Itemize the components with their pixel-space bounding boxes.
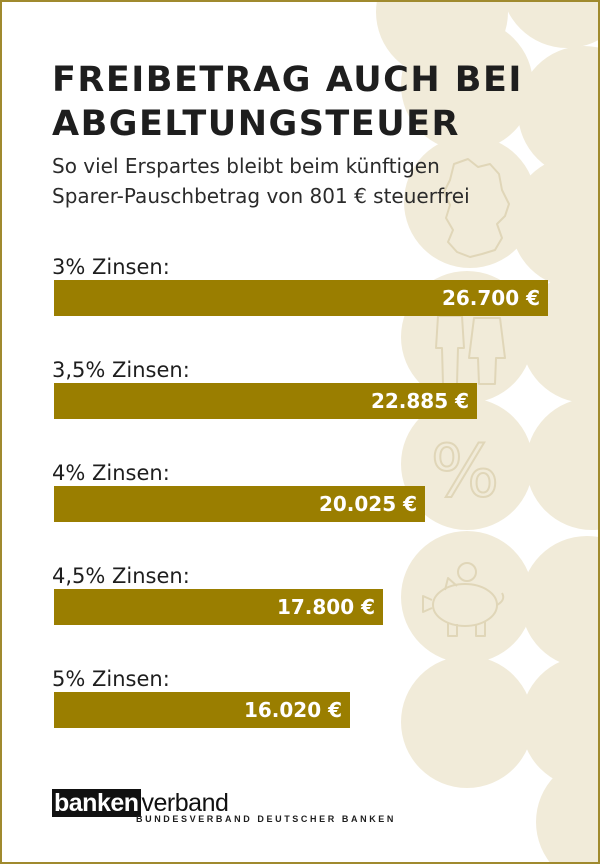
- subtitle-line-2: Sparer-Pauschbetrag von 801 € steuerfrei: [52, 184, 470, 208]
- bar-value-label: 26.700 €: [441, 286, 540, 310]
- bar-value-label: 16.020 €: [243, 698, 342, 722]
- title-line-2: ABGELTUNGSTEUER: [52, 104, 460, 144]
- bar: 16.020 €: [54, 692, 350, 728]
- bar: 17.800 €: [54, 589, 383, 625]
- germany-map-icon: [443, 158, 510, 258]
- bar-value-label: 17.800 €: [276, 595, 375, 619]
- background-circle: [518, 46, 598, 178]
- bar-value-label: 22.885 €: [370, 389, 469, 413]
- bankenverband-logo: banken verband: [52, 789, 229, 817]
- background-circle: [511, 156, 598, 288]
- logo-rest-part: verband: [141, 789, 229, 817]
- bar: 26.700 €: [54, 280, 548, 316]
- background-circle: [504, 2, 598, 48]
- logo-bold-part: banken: [52, 789, 141, 817]
- background-circle: [526, 398, 598, 530]
- bar-label: 5% Zinsen:: [52, 667, 170, 691]
- background-circle: [521, 656, 598, 788]
- bar-label: 3% Zinsen:: [52, 255, 170, 279]
- bar: 22.885 €: [54, 383, 477, 419]
- bar-label: 3,5% Zinsen:: [52, 358, 190, 382]
- logo-tagline: BUNDESVERBAND DEUTSCHER BANKEN: [136, 814, 397, 824]
- bar: 20.025 €: [54, 486, 425, 522]
- background-circle: [401, 656, 533, 788]
- background-circle: [401, 398, 533, 530]
- bar-value-label: 20.025 €: [318, 492, 417, 516]
- chart-title: FREIBETRAG AUCH BEI ABGELTUNGSTEUER: [52, 58, 523, 146]
- background-circle: [536, 756, 598, 862]
- bar-label: 4,5% Zinsen:: [52, 564, 190, 588]
- chart-subtitle: So viel Erspartes bleibt beim künftigen …: [52, 151, 470, 211]
- background-circle: [401, 531, 533, 663]
- title-line-1: FREIBETRAG AUCH BEI: [52, 60, 523, 100]
- background-circle: [404, 136, 536, 268]
- bar-label: 4% Zinsen:: [52, 461, 170, 485]
- background-circle: [401, 19, 533, 151]
- piggy-bank-icon: [422, 562, 505, 637]
- subtitle-line-1: So viel Erspartes bleibt beim künftigen: [52, 154, 440, 178]
- background-circle: [521, 536, 598, 668]
- percent-icon: %: [431, 429, 499, 513]
